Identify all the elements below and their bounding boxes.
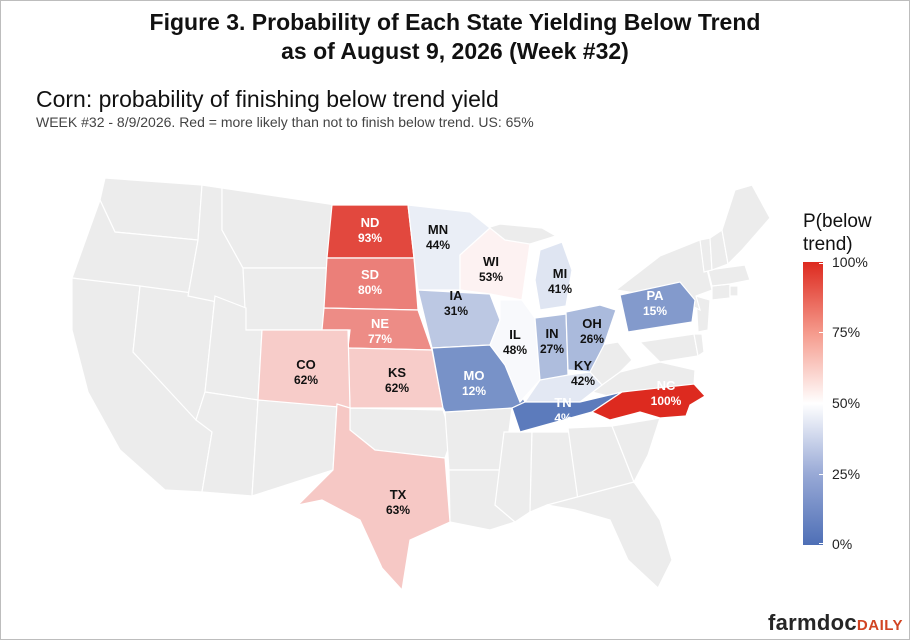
logo-sub-text: DAILY — [856, 617, 904, 634]
legend-tick-label: 25% — [832, 466, 861, 482]
state-pa — [619, 281, 696, 333]
state-label-co: CO — [296, 357, 316, 372]
legend-tick-mark — [819, 543, 823, 544]
state-wi — [459, 227, 531, 301]
state-label-nc: NC — [657, 378, 676, 393]
state-value-ne: 77% — [368, 332, 392, 346]
state-value-ia: 31% — [444, 304, 468, 318]
legend-tick-label: 50% — [832, 395, 861, 411]
state-value-co: 62% — [294, 373, 318, 387]
state-label-nd: ND — [361, 215, 380, 230]
state-value-ky: 42% — [571, 374, 595, 388]
state-value-tx: 63% — [386, 503, 410, 517]
state-label-ky: KY — [574, 358, 592, 373]
state-me-no-data — [721, 184, 771, 266]
state-label-wi: WI — [483, 254, 499, 269]
state-ma-no-data — [707, 264, 751, 287]
figure-title-line-1: Figure 3. Probability of Each State Yiel… — [149, 9, 761, 35]
state-value-mn: 44% — [426, 238, 450, 252]
map-subtitle: WEEK #32 - 8/9/2026. Red = more likely t… — [36, 114, 534, 130]
state-label-tx: TX — [390, 487, 407, 502]
state-value-in: 27% — [540, 342, 564, 356]
state-tx — [296, 403, 451, 592]
legend-title: P(below trend) — [803, 210, 872, 256]
state-value-nc: 100% — [651, 394, 682, 408]
legend-tick-label: 100% — [832, 254, 868, 270]
state-ct-no-data — [711, 283, 731, 301]
state-label-oh: OH — [582, 316, 602, 331]
legend-tick-label: 75% — [832, 324, 861, 340]
legend-title-line-2: trend) — [803, 234, 853, 255]
state-value-nd: 93% — [358, 231, 382, 245]
legend-title-line-1: P(below — [803, 211, 872, 232]
map-title: Corn: probability of finishing below tre… — [36, 86, 499, 112]
state-value-mo: 12% — [462, 384, 486, 398]
logo-main-text: farmdoc — [768, 610, 857, 635]
state-value-mi: 41% — [548, 282, 572, 296]
state-label-pa: PA — [646, 288, 664, 303]
state-fl-no-data — [546, 481, 673, 589]
legend-color-bar — [803, 262, 823, 545]
state-value-pa: 15% — [643, 304, 667, 318]
state-value-tn: 4% — [554, 411, 572, 425]
state-label-mi: MI — [553, 266, 567, 281]
state-md-no-data — [638, 333, 699, 363]
state-nj-no-data — [695, 295, 711, 333]
state-wa-no-data — [99, 177, 203, 241]
state-label-in: IN — [546, 326, 559, 341]
state-label-il: IL — [509, 327, 521, 342]
state-nc — [590, 383, 706, 421]
state-ms-no-data — [494, 431, 533, 523]
state-value-wi: 53% — [479, 270, 503, 284]
legend-tick-mark — [819, 474, 823, 475]
data-states — [257, 204, 706, 592]
legend-tick-mark — [819, 263, 823, 264]
state-label-mo: MO — [464, 368, 485, 383]
state-label-sd: SD — [361, 267, 379, 282]
state-label-ia: IA — [450, 288, 464, 303]
state-mi — [534, 241, 573, 311]
state-label-mn: MN — [428, 222, 448, 237]
state-value-ks: 62% — [385, 381, 409, 395]
state-mt-no-data — [221, 187, 337, 269]
legend-tick-label: 0% — [832, 536, 853, 552]
legend-tick-mark — [819, 403, 823, 404]
figure-title: Figure 3. Probability of Each State Yiel… — [0, 8, 910, 66]
state-oh — [565, 304, 617, 373]
state-sc-no-data — [611, 417, 661, 484]
legend-tick-mark — [819, 332, 823, 333]
state-value-il: 48% — [503, 343, 527, 357]
farmdoc-daily-logo: farmdocDAILY — [768, 612, 903, 637]
figure-title-line-2: as of August 9, 2026 (Week #32) — [281, 38, 629, 64]
state-label-ne: NE — [371, 316, 389, 331]
state-value-oh: 26% — [580, 332, 604, 346]
state-labels: ND93%SD80%NE77%KS62%CO62%TX63%MN44%IA31%… — [294, 215, 682, 517]
state-il — [489, 299, 541, 404]
state-label-tn: TN — [554, 395, 571, 410]
state-de-no-data — [693, 333, 705, 358]
state-ri-no-data — [729, 285, 739, 297]
state-label-ks: KS — [388, 365, 406, 380]
state-wy-no-data — [242, 267, 333, 331]
state-value-sd: 80% — [358, 283, 382, 297]
